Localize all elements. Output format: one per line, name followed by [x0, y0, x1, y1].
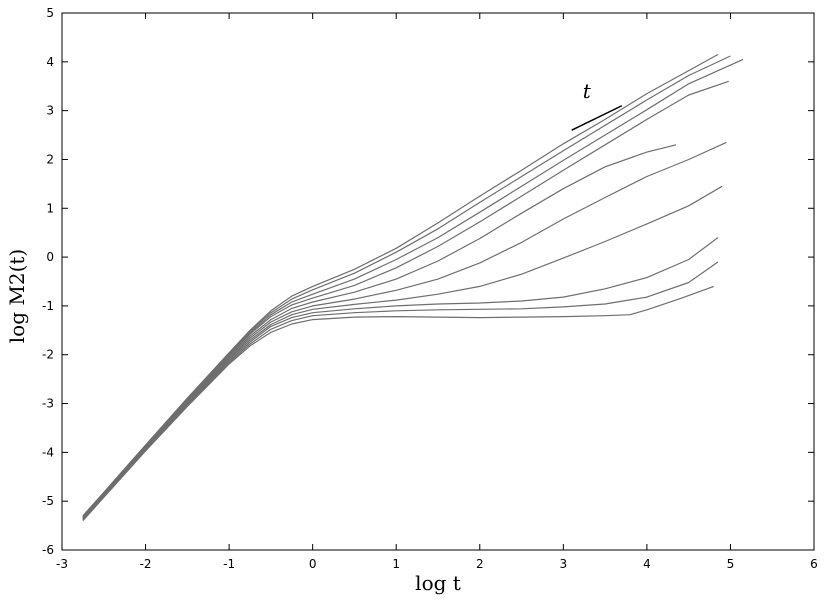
x-tick-label: -1: [223, 557, 235, 571]
series-line-6: [82, 141, 727, 520]
slope-indicator: t: [571, 79, 623, 131]
series-line-7: [82, 185, 723, 520]
y-axis-label: log M2(t): [5, 249, 29, 343]
series-line-10: [82, 285, 714, 522]
series-line-5: [82, 144, 677, 519]
x-tick-label: 3: [560, 557, 568, 571]
y-tick-label: -3: [42, 397, 54, 411]
y-tick-label: -6: [42, 543, 54, 557]
x-tick-label: 4: [643, 557, 651, 571]
slope-indicator-line: [571, 105, 623, 131]
y-tick-label: 2: [46, 152, 54, 166]
x-tick-label: -2: [140, 557, 152, 571]
x-tick-label: 1: [392, 557, 400, 571]
y-tick-label: 0: [46, 250, 54, 264]
x-tick-label: -3: [56, 557, 68, 571]
y-tick-label: 5: [46, 6, 54, 20]
plot-area-frame: [61, 12, 815, 551]
y-axis-ticks: -6 -5 -4 -3 -2 -1 0 1 2 3 4 5: [42, 6, 814, 557]
series-lines: [82, 53, 744, 522]
series-line-2: [82, 55, 731, 518]
series-line-1: [82, 53, 719, 517]
series-line-3: [82, 58, 744, 518]
y-tick-label: -5: [42, 494, 54, 508]
x-tick-label: 0: [309, 557, 317, 571]
y-tick-label: -4: [42, 445, 54, 459]
y-tick-label: -1: [42, 299, 54, 313]
y-tick-label: -2: [42, 348, 54, 362]
x-tick-label: 5: [727, 557, 735, 571]
y-tick-label: 3: [46, 104, 54, 118]
x-axis-label: log t: [415, 571, 461, 595]
y-tick-label: 1: [46, 201, 54, 215]
x-axis-ticks: -3 -2 -1 0 1 2 3 4 5 6: [56, 13, 818, 571]
x-tick-label: 6: [810, 557, 818, 571]
y-tick-label: 4: [46, 55, 54, 69]
slope-indicator-label: t: [583, 79, 592, 103]
x-tick-label: 2: [476, 557, 484, 571]
series-line-9: [82, 261, 719, 521]
series-line-8: [82, 237, 719, 521]
series-line-4: [82, 80, 729, 519]
